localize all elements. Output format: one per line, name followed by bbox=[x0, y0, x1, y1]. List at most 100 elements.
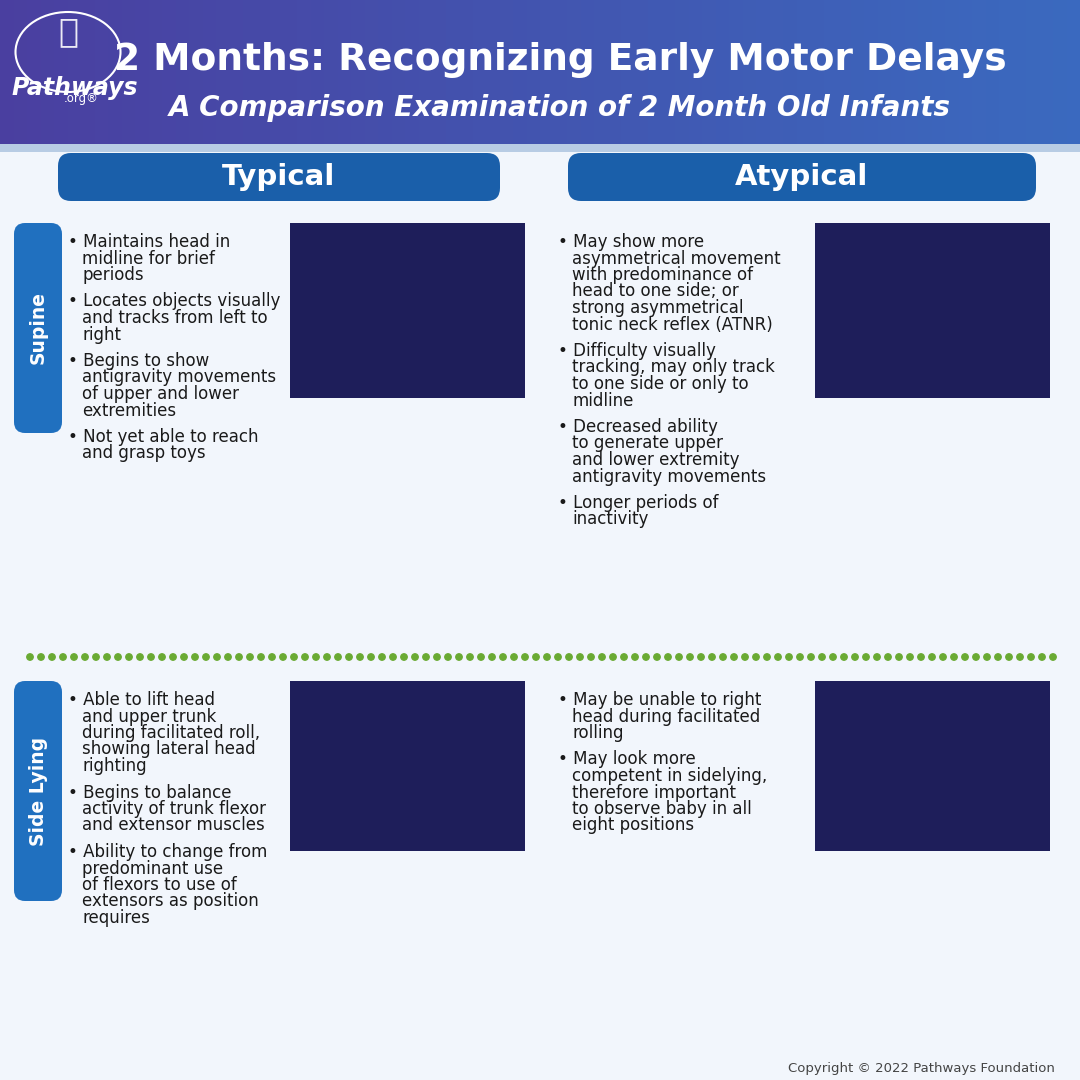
Bar bbox=[0, 148, 1080, 1080]
Bar bbox=[986, 0, 1000, 148]
Text: • Ability to change from: • Ability to change from bbox=[68, 843, 268, 861]
Circle shape bbox=[786, 653, 793, 660]
Bar bbox=[365, 0, 379, 148]
Circle shape bbox=[829, 653, 836, 660]
Circle shape bbox=[477, 653, 484, 660]
Bar bbox=[729, 0, 743, 148]
Circle shape bbox=[544, 653, 550, 660]
FancyBboxPatch shape bbox=[14, 681, 62, 901]
Bar bbox=[229, 0, 244, 148]
Circle shape bbox=[1050, 653, 1056, 660]
Bar bbox=[527, 0, 541, 148]
Bar bbox=[311, 0, 325, 148]
Bar bbox=[13, 0, 28, 148]
Circle shape bbox=[511, 653, 517, 660]
Circle shape bbox=[895, 653, 902, 660]
Text: head to one side; or: head to one side; or bbox=[572, 283, 739, 300]
Bar bbox=[905, 0, 919, 148]
Text: • Decreased ability: • Decreased ability bbox=[558, 418, 718, 436]
Text: antigravity movements: antigravity movements bbox=[82, 368, 276, 387]
Circle shape bbox=[148, 653, 154, 660]
Text: head during facilitated: head during facilitated bbox=[572, 707, 760, 726]
Bar bbox=[743, 0, 757, 148]
Circle shape bbox=[27, 653, 33, 660]
Bar bbox=[0, 0, 14, 148]
Bar bbox=[446, 0, 460, 148]
Bar bbox=[391, 0, 406, 148]
Bar bbox=[67, 0, 82, 148]
Circle shape bbox=[643, 653, 649, 660]
Text: • Able to lift head: • Able to lift head bbox=[68, 691, 215, 708]
Bar bbox=[297, 0, 311, 148]
Circle shape bbox=[598, 653, 605, 660]
Text: • May look more: • May look more bbox=[558, 751, 696, 769]
Bar bbox=[824, 0, 838, 148]
Circle shape bbox=[984, 653, 990, 660]
Circle shape bbox=[291, 653, 297, 660]
Text: during facilitated roll,: during facilitated roll, bbox=[82, 724, 260, 742]
Bar bbox=[891, 0, 905, 148]
Circle shape bbox=[819, 653, 825, 660]
Text: Typical: Typical bbox=[222, 163, 336, 191]
Circle shape bbox=[1016, 653, 1023, 660]
Text: • Begins to balance: • Begins to balance bbox=[68, 783, 231, 801]
Circle shape bbox=[885, 653, 891, 660]
Bar bbox=[324, 0, 338, 148]
Bar bbox=[41, 0, 55, 148]
Circle shape bbox=[180, 653, 187, 660]
Text: extensors as position: extensors as position bbox=[82, 892, 259, 910]
Circle shape bbox=[665, 653, 671, 660]
Bar bbox=[175, 0, 190, 148]
Circle shape bbox=[621, 653, 627, 660]
Text: and upper trunk: and upper trunk bbox=[82, 707, 216, 726]
Bar bbox=[756, 0, 770, 148]
Circle shape bbox=[863, 653, 869, 660]
Text: tracking, may only track: tracking, may only track bbox=[572, 359, 774, 377]
Circle shape bbox=[38, 653, 44, 660]
Circle shape bbox=[401, 653, 407, 660]
Bar bbox=[291, 681, 525, 851]
Bar bbox=[783, 0, 797, 148]
FancyBboxPatch shape bbox=[14, 222, 62, 433]
Bar bbox=[797, 0, 811, 148]
Text: to generate upper: to generate upper bbox=[572, 434, 723, 453]
Text: periods: periods bbox=[82, 266, 144, 284]
Text: • Maintains head in: • Maintains head in bbox=[68, 233, 230, 251]
Text: Side Lying: Side Lying bbox=[28, 737, 48, 846]
Bar bbox=[486, 0, 500, 148]
Text: inactivity: inactivity bbox=[572, 511, 648, 528]
Bar bbox=[837, 0, 851, 148]
Bar bbox=[1013, 0, 1027, 148]
Text: • Difficulty visually: • Difficulty visually bbox=[558, 342, 716, 360]
Circle shape bbox=[973, 653, 980, 660]
Circle shape bbox=[125, 653, 132, 660]
Bar bbox=[257, 0, 271, 148]
Text: Atypical: Atypical bbox=[735, 163, 868, 191]
Bar bbox=[499, 0, 514, 148]
Bar bbox=[291, 222, 525, 399]
Text: • May be unable to right: • May be unable to right bbox=[558, 691, 761, 708]
Text: • Not yet able to reach: • Not yet able to reach bbox=[68, 428, 258, 446]
Circle shape bbox=[93, 653, 99, 660]
Circle shape bbox=[269, 653, 275, 660]
Bar bbox=[419, 0, 433, 148]
Circle shape bbox=[774, 653, 781, 660]
Circle shape bbox=[841, 653, 847, 660]
Text: and grasp toys: and grasp toys bbox=[82, 445, 205, 462]
Bar bbox=[1053, 0, 1067, 148]
Bar bbox=[0, 144, 1080, 152]
Circle shape bbox=[742, 653, 748, 660]
Bar bbox=[581, 0, 595, 148]
Circle shape bbox=[247, 653, 253, 660]
Bar bbox=[999, 0, 1013, 148]
Text: midline for brief: midline for brief bbox=[82, 249, 215, 268]
Text: to observe baby in all: to observe baby in all bbox=[572, 800, 752, 818]
Circle shape bbox=[49, 653, 55, 660]
Bar bbox=[851, 0, 865, 148]
Circle shape bbox=[522, 653, 528, 660]
Circle shape bbox=[500, 653, 507, 660]
Bar bbox=[689, 0, 703, 148]
Bar bbox=[702, 0, 716, 148]
Circle shape bbox=[577, 653, 583, 660]
Circle shape bbox=[676, 653, 683, 660]
